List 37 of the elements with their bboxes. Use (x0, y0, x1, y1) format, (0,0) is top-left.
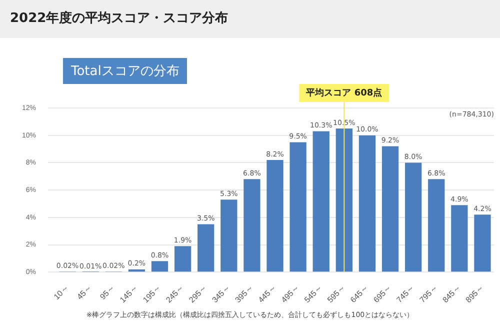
x-tick-label: 595～ (326, 283, 348, 305)
bar (358, 135, 376, 272)
x-tick-label: 95～ (98, 283, 117, 302)
x-tick-label: 745～ (394, 283, 416, 305)
x-tick-label: 495～ (280, 283, 302, 305)
x-tick-label: 345～ (210, 283, 232, 305)
x-tick-label: 845～ (440, 283, 462, 305)
x-tick-label: 395～ (233, 283, 255, 305)
chart-subtitle: Totalスコアの分布 (63, 58, 188, 84)
x-tick-label: 895～ (464, 283, 486, 305)
bar (266, 160, 284, 272)
bar (474, 214, 491, 272)
chart-title: 2022年度の平均スコア・スコア分布 (0, 0, 500, 38)
ref-line-label: 平均スコア 608点 (305, 87, 382, 98)
bar (220, 200, 238, 272)
bar (336, 128, 352, 272)
x-tick-label: 545～ (302, 283, 324, 305)
bar (174, 246, 192, 272)
x-tick-label: 645～ (348, 283, 370, 305)
bar (244, 179, 260, 272)
bar (151, 261, 168, 272)
x-tick-label: 245～ (164, 283, 186, 305)
bar (428, 179, 445, 272)
x-tick-label: 445～ (256, 283, 278, 305)
x-tick-label: 295～ (187, 283, 209, 305)
x-tick-label: 195～ (141, 283, 163, 305)
x-tick-label: 145～ (118, 283, 140, 305)
bar (404, 162, 422, 272)
bar (312, 131, 330, 272)
x-tick-label: 45～ (75, 283, 94, 302)
x-tick-label: 10～ (52, 283, 71, 302)
bar (198, 224, 214, 272)
x-tick-label: 695～ (372, 283, 394, 305)
bar (290, 142, 306, 272)
bar (451, 205, 468, 272)
x-tick-label: 795～ (418, 283, 440, 305)
bar (382, 146, 399, 272)
